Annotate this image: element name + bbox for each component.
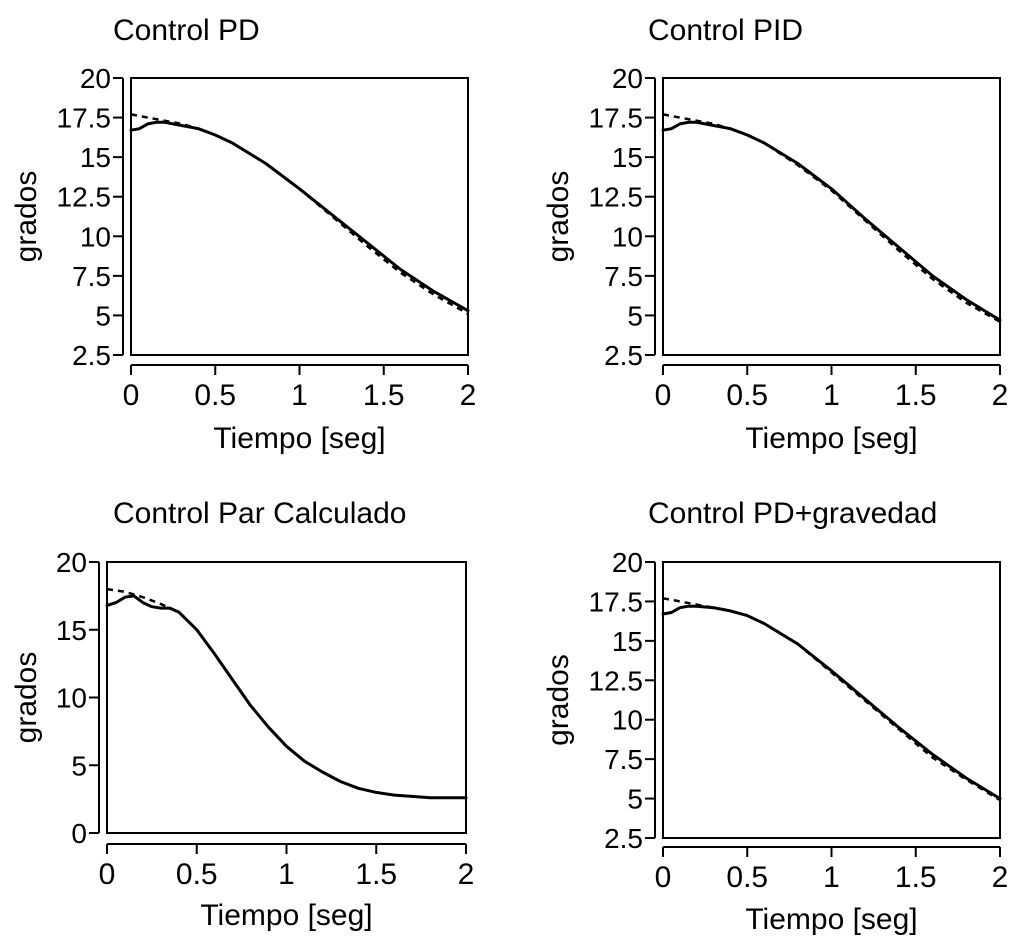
chart-panel-2: Control PID 0 0.5 1 1.5 2 Tiempo [seg] 2.5 5 7.5 1… (542, 14, 1008, 455)
x-tick-label: 1 (291, 379, 308, 412)
y-tick-label: 20 (612, 63, 643, 94)
x-tick-label: 2 (992, 379, 1009, 412)
y-tick-label: 5 (95, 300, 111, 331)
y-axis-label: grados (542, 171, 575, 263)
chart-title: Control PD+gravedad (648, 497, 937, 530)
x-tick-label: 0 (655, 861, 672, 894)
plot-frame (130, 77, 469, 356)
y-tick-label: 17.5 (57, 103, 112, 134)
x-tick-label: 0 (655, 379, 672, 412)
y-tick-label: 2.5 (604, 340, 643, 371)
y-tick-label: 2.5 (604, 823, 643, 854)
x-tick-label: 2 (460, 379, 477, 412)
y-tick-label: 15 (612, 626, 643, 657)
y-tick-label: 15 (612, 142, 643, 173)
y-tick-label: 2.5 (72, 340, 111, 371)
chart-panel-4: Control PD+gravedad 0 0.5 1 1.5 2 Tiempo [seg]… (542, 497, 1008, 936)
y-tick-label: 17.5 (589, 103, 644, 134)
x-axis-label: Tiempo [seg] (213, 422, 385, 455)
y-tick-label: 15 (56, 615, 87, 646)
y-tick-label: 10 (612, 705, 643, 736)
x-tick-label: 1.5 (895, 379, 937, 412)
y-tick-label: 10 (80, 221, 111, 252)
chart-panel-1: Control PD 0 0.5 1 1.5 2 Tiempo [seg] 2.5 5 7.5 10… (10, 14, 476, 455)
series-line-dashed (662, 597, 1001, 802)
x-tick-label: 2 (992, 861, 1009, 894)
y-tick-label: 12.5 (589, 665, 644, 696)
y-axis-label: grados (10, 171, 43, 263)
y-tick-label: 5 (627, 300, 643, 331)
plot-frame (106, 561, 467, 834)
x-tick-label: 1 (278, 858, 295, 891)
x-axis-label: Tiempo [seg] (200, 899, 372, 932)
y-tick-label: 12.5 (57, 182, 112, 213)
chart-title: Control Par Calculado (113, 497, 406, 530)
y-tick-label: 10 (56, 683, 87, 714)
series-line-solid (129, 120, 470, 313)
chart-title: Control PD (113, 14, 260, 47)
y-tick-label: 20 (56, 547, 87, 578)
series-line-solid (661, 120, 1002, 322)
series-line-dashed (106, 587, 189, 622)
y-tick-label: 5 (627, 784, 643, 815)
x-tick-label: 1.5 (363, 379, 405, 412)
y-tick-label: 5 (71, 750, 87, 781)
y-tick-label: 12.5 (589, 182, 644, 213)
y-tick-label: 20 (80, 63, 111, 94)
x-tick-label: 1 (823, 861, 840, 894)
x-tick-label: 0.5 (726, 379, 768, 412)
plot-frame (662, 561, 1001, 839)
x-tick-label: 1.5 (355, 858, 397, 891)
y-tick-label: 7.5 (604, 261, 643, 292)
series-line-solid (661, 604, 1002, 801)
x-tick-label: 0 (99, 858, 116, 891)
y-tick-label: 0 (71, 818, 87, 849)
series-line-solid (105, 594, 468, 800)
x-tick-label: 1 (823, 379, 840, 412)
y-tick-label: 17.5 (589, 586, 644, 617)
chart-title: Control PID (648, 14, 803, 47)
y-tick-label: 20 (612, 547, 643, 578)
x-axis-label: Tiempo [seg] (745, 422, 917, 455)
x-tick-label: 1.5 (895, 861, 937, 894)
y-tick-label: 7.5 (604, 744, 643, 775)
y-tick-label: 7.5 (72, 261, 111, 292)
series-line-dashed (130, 113, 469, 315)
x-tick-label: 0.5 (194, 379, 236, 412)
series-line-dashed (662, 113, 1001, 323)
x-axis-label: Tiempo [seg] (745, 903, 917, 936)
chart-panel-3: Control Par Calculado 0 0.5 1 1.5 2 Tiempo [se… (10, 497, 474, 932)
y-tick-label: 10 (612, 221, 643, 252)
x-tick-label: 0.5 (726, 861, 768, 894)
y-axis-label: grados (542, 654, 575, 746)
plot-frame (662, 77, 1001, 356)
y-tick-label: 15 (80, 142, 111, 173)
y-axis-label: grados (10, 652, 43, 744)
x-tick-label: 0.5 (176, 858, 218, 891)
x-tick-label: 0 (123, 379, 140, 412)
x-tick-label: 2 (458, 858, 475, 891)
